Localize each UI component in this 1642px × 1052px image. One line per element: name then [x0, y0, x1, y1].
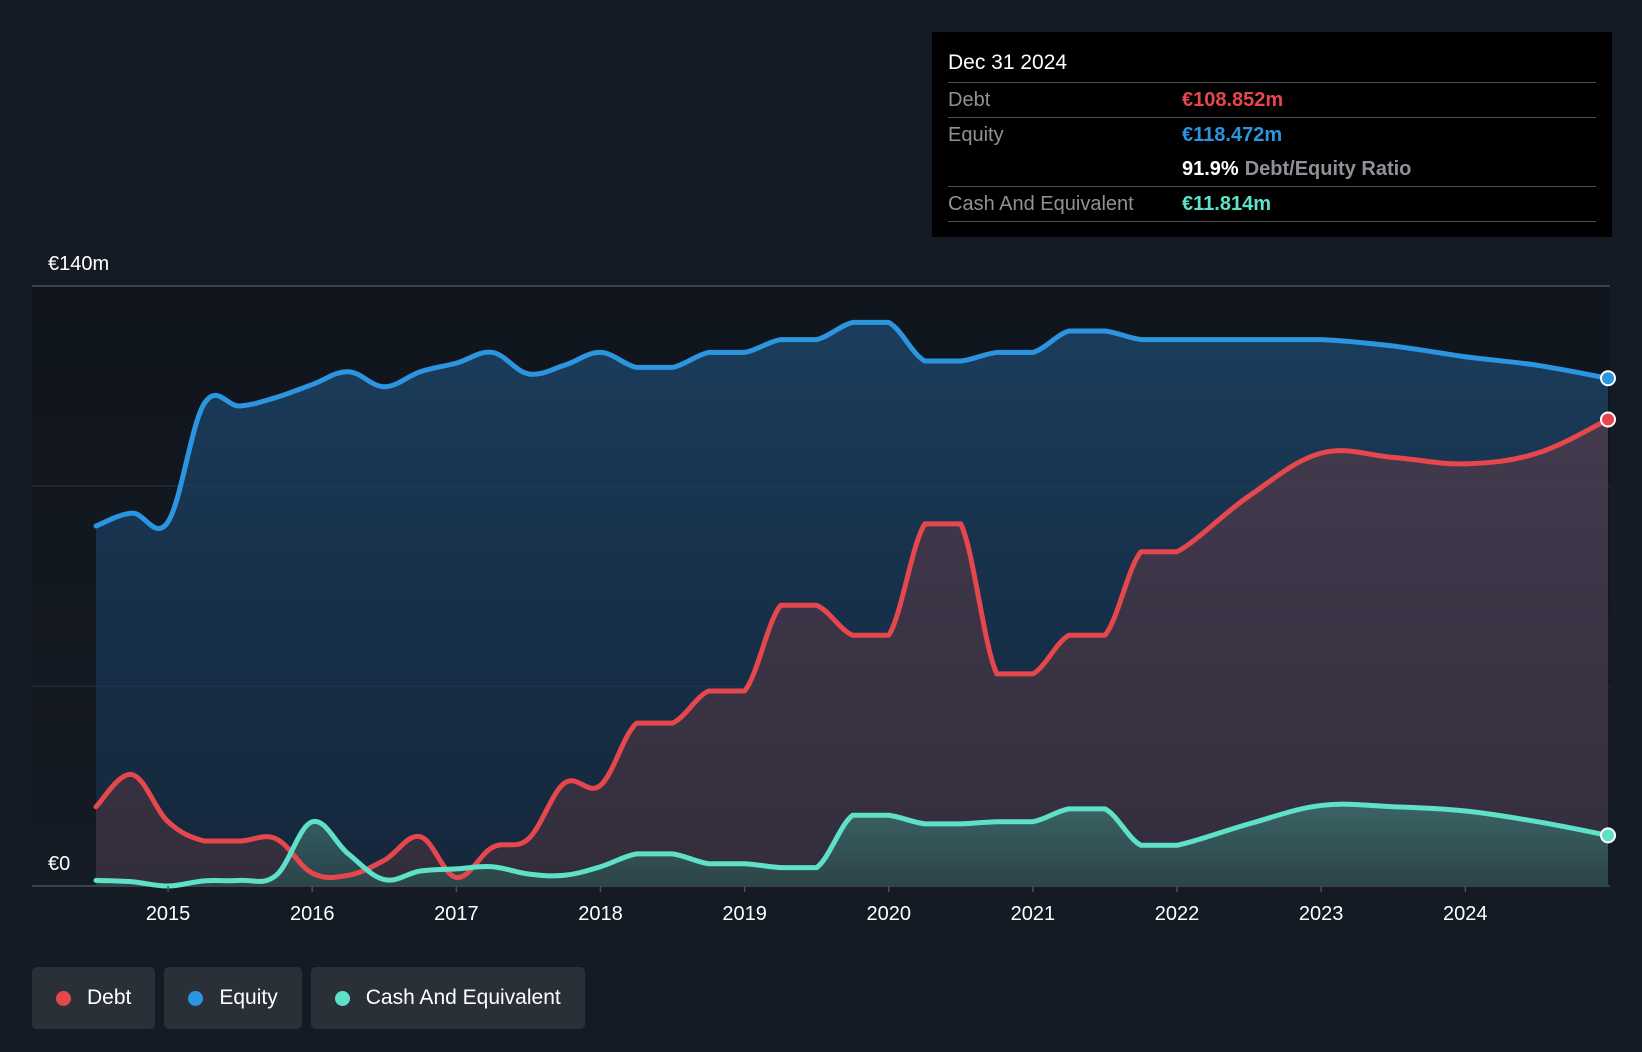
legend-cash-label: Cash And Equivalent	[365, 986, 561, 1009]
legend-equity-dot-icon	[188, 990, 204, 1006]
y-axis-bottom-label: €0	[48, 853, 70, 875]
x-tick-label: 2018	[578, 903, 623, 925]
equity-line	[93, 319, 1611, 531]
tooltip-ratio-row: 91.9% Debt/Equity Ratio	[948, 152, 1596, 187]
tooltip-debt-row: Debt €108.852m	[948, 83, 1596, 118]
tooltip-equity-label: Equity	[948, 124, 1004, 146]
tooltip-ratio-label: Debt/Equity Ratio	[1244, 158, 1412, 180]
cash-area	[96, 804, 1608, 887]
x-tick-label: 2020	[867, 903, 912, 925]
legend-debt-dot-icon	[56, 990, 71, 1006]
legend-equity-label: Equity	[219, 986, 278, 1009]
legend-cash-dot-icon	[334, 990, 350, 1006]
tooltip-cash-row: Cash And Equivalent €11.814m	[948, 187, 1596, 222]
debt-endpoint-marker	[1600, 411, 1616, 428]
debt-area	[96, 419, 1608, 886]
x-tick-label: 2024	[1443, 903, 1488, 925]
debt-line	[93, 416, 1611, 881]
equity-endpoint-marker	[1600, 370, 1616, 387]
y-axis-top-label: €140m	[48, 253, 109, 275]
x-tick-label: 2016	[290, 903, 335, 925]
tooltip-debt-value: €108.852m	[1182, 89, 1284, 111]
x-tick-label: 2022	[1155, 903, 1200, 925]
legend-item-debt[interactable]: Debt	[32, 967, 156, 1029]
tooltip-cash-label: Cash And Equivalent	[948, 193, 1134, 215]
legend: Debt Equity Cash And Equivalent	[32, 967, 585, 1029]
tooltip-equity-value: €118.472m	[1182, 124, 1283, 146]
legend-debt-label: Debt	[87, 986, 132, 1009]
cash-line	[93, 801, 1611, 889]
tooltip-debt-label: Debt	[948, 89, 991, 111]
tooltip: Dec 31 2024 Debt €108.852m Equity €118.4…	[932, 32, 1612, 237]
legend-item-equity[interactable]: Equity	[164, 967, 302, 1029]
x-tick-label: 2017	[434, 903, 479, 925]
x-tick-label: 2021	[1011, 903, 1056, 925]
tooltip-ratio-value: 91.9%	[1182, 158, 1239, 180]
tooltip-cash-value: €11.814m	[1182, 193, 1271, 215]
x-tick-label: 2023	[1299, 903, 1344, 925]
legend-item-cash[interactable]: Cash And Equivalent	[310, 967, 585, 1029]
x-tick-label: 2019	[722, 903, 767, 925]
x-tick-label: 2015	[146, 903, 191, 925]
tooltip-equity-row: Equity €118.472m	[948, 118, 1596, 152]
tooltip-date: Dec 31 2024	[948, 46, 1596, 83]
cash-endpoint-marker	[1600, 827, 1616, 844]
